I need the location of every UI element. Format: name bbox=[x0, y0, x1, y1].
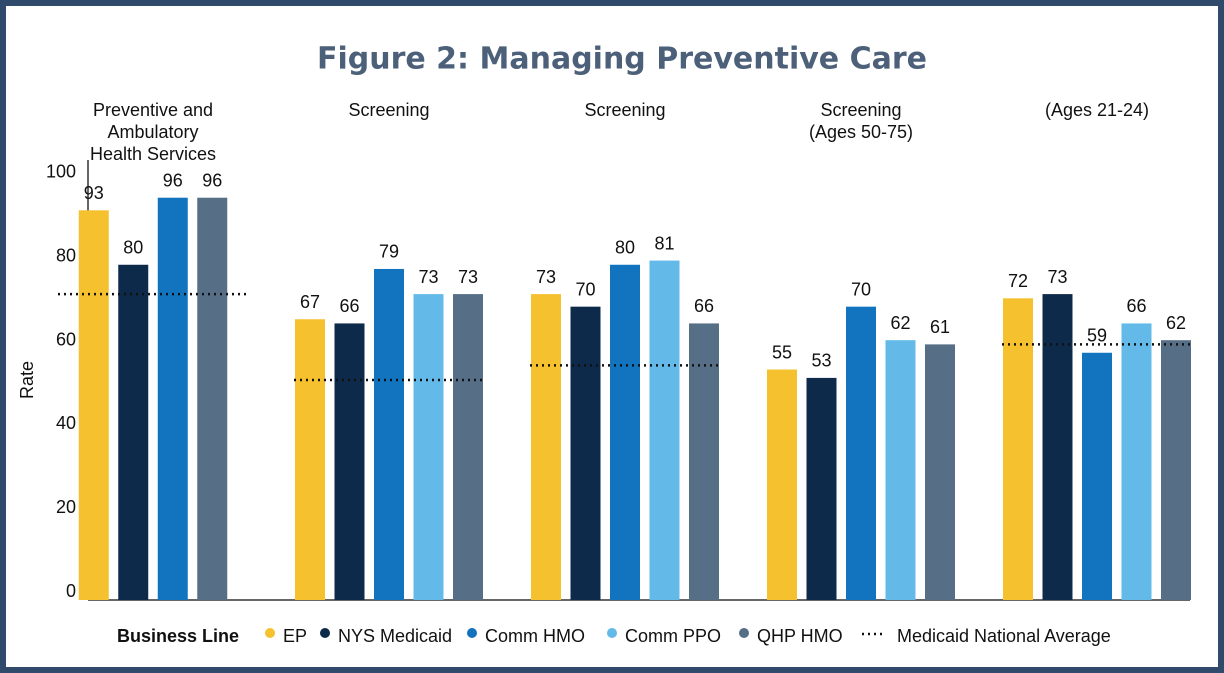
chart-title: Figure 2: Managing Preventive Care bbox=[317, 42, 927, 77]
data-label: 53 bbox=[811, 351, 831, 371]
bar bbox=[885, 340, 916, 600]
data-label: 96 bbox=[163, 170, 183, 190]
bar bbox=[1161, 340, 1191, 600]
legend-label: QHP HMO bbox=[757, 626, 843, 646]
bar bbox=[197, 197, 228, 600]
y-tick-label: 100 bbox=[46, 162, 76, 182]
category-label: (Ages 21-24) bbox=[1045, 100, 1149, 120]
bar bbox=[78, 210, 109, 601]
bar bbox=[1082, 352, 1112, 600]
data-label: 70 bbox=[575, 279, 595, 299]
y-axis-label: Rate bbox=[17, 361, 37, 399]
data-label: 73 bbox=[458, 267, 478, 287]
data-label: 73 bbox=[1047, 267, 1067, 287]
data-label: 66 bbox=[694, 296, 714, 316]
bar bbox=[334, 323, 365, 600]
data-label: 67 bbox=[300, 292, 320, 312]
bar bbox=[118, 264, 149, 600]
data-label: 55 bbox=[772, 342, 792, 362]
data-label: 80 bbox=[615, 238, 635, 258]
bar bbox=[374, 268, 404, 600]
category-label: Preventive and bbox=[93, 100, 213, 120]
bar bbox=[453, 294, 483, 600]
bar bbox=[610, 264, 640, 600]
data-label: 61 bbox=[930, 317, 950, 337]
bar bbox=[1003, 298, 1033, 600]
data-label: 62 bbox=[890, 313, 910, 333]
bar bbox=[806, 377, 837, 600]
legend-label: Medicaid National Average bbox=[897, 626, 1111, 646]
bar bbox=[767, 369, 797, 600]
legend-marker bbox=[320, 628, 330, 638]
data-label: 93 bbox=[84, 183, 104, 203]
legend-label: NYS Medicaid bbox=[338, 626, 452, 646]
legend-label: EP bbox=[283, 626, 307, 646]
data-label: 73 bbox=[536, 267, 556, 287]
data-label: 81 bbox=[654, 233, 674, 253]
data-label: 66 bbox=[1126, 296, 1146, 316]
data-label: 72 bbox=[1008, 271, 1028, 291]
data-label: 62 bbox=[1166, 313, 1186, 333]
bar bbox=[846, 306, 876, 600]
bar bbox=[1121, 323, 1152, 600]
data-label: 79 bbox=[379, 242, 399, 262]
bar bbox=[689, 323, 719, 600]
category-label: Screening bbox=[348, 100, 429, 120]
bar bbox=[925, 344, 955, 600]
y-tick-label: 60 bbox=[56, 329, 76, 349]
data-label: 66 bbox=[339, 296, 359, 316]
legend-marker bbox=[265, 628, 275, 638]
bar bbox=[531, 294, 561, 600]
bar bbox=[1042, 294, 1073, 600]
legend-marker bbox=[739, 628, 749, 638]
category-label: Ambulatory bbox=[107, 122, 198, 142]
data-label: 59 bbox=[1087, 326, 1107, 346]
data-label: 80 bbox=[123, 238, 143, 258]
legend-marker bbox=[607, 628, 617, 638]
bar bbox=[157, 197, 188, 600]
bar bbox=[649, 260, 680, 600]
y-tick-label: 20 bbox=[56, 497, 76, 517]
legend-title: Business Line bbox=[117, 626, 239, 646]
category-label: Screening bbox=[584, 100, 665, 120]
bar bbox=[413, 294, 444, 600]
data-label: 73 bbox=[418, 267, 438, 287]
legend-label: Comm HMO bbox=[485, 626, 585, 646]
bar bbox=[570, 306, 601, 600]
legend-label: Comm PPO bbox=[625, 626, 721, 646]
legend-marker bbox=[467, 628, 477, 638]
data-label: 70 bbox=[851, 279, 871, 299]
y-tick-label: 0 bbox=[66, 581, 76, 601]
bar bbox=[295, 319, 325, 600]
category-label: Screening bbox=[820, 100, 901, 120]
category-label: (Ages 50-75) bbox=[809, 122, 913, 142]
y-tick-label: 80 bbox=[56, 246, 76, 266]
category-label: Health Services bbox=[90, 144, 216, 164]
data-label: 96 bbox=[202, 170, 222, 190]
y-tick-label: 40 bbox=[56, 413, 76, 433]
